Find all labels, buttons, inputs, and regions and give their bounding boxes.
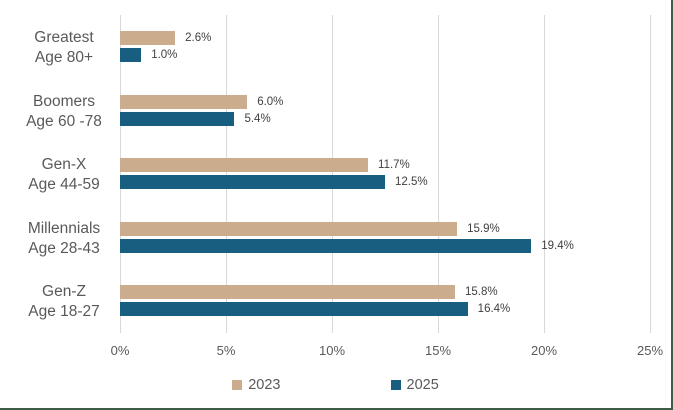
gridline [650,15,651,333]
category-label: Millennials Age 28-43 [27,219,101,257]
x-axis-tick-label: 10% [318,343,346,358]
bar-value-label: 1.0% [151,49,178,61]
gridline [226,15,227,333]
legend: 2023 2025 [0,377,671,393]
bar-2023 [120,158,369,173]
category-label: Greatest Age 80+ [34,29,94,66]
bar-group: 2.6% 1.0% [120,15,650,79]
gridline [120,15,121,333]
bar-group: 15.8% 16.4% [120,269,650,333]
legend-item-2025: 2025 [390,377,439,393]
bar-group: 15.9% 19.4% [120,206,650,270]
bar-value-label: 12.5% [395,176,428,189]
bar-2023 [120,31,176,45]
bar-2023 [120,285,455,300]
bar-value-label: 15.9% [467,222,500,235]
bar-2025 [120,48,142,62]
legend-label: 2025 [406,377,439,393]
x-axis-tick-label: 25% [636,343,664,358]
bar-2025 [120,302,468,317]
gridline [544,15,545,333]
category-label: Boomers Age 60 -78 [26,92,102,130]
bar-group: 6.0% 5.4% [120,79,650,143]
bar-2025 [120,111,235,126]
legend-swatch-icon [232,380,243,390]
category-label: Gen-X Age 44-59 [28,156,100,194]
plot-area: 2.6% 1.0% 6.0% 5.4% 11.7% 12.5% 15.9% 19.4% 15.8… [120,15,651,333]
bar-value-label: 2.6% [185,32,212,44]
category-label: Gen-Z Age 18-27 [28,283,100,321]
bar-2023 [120,94,248,109]
bar-value-label: 15.8% [464,286,498,299]
x-axis-tick-label: 20% [530,343,558,358]
bar-2025 [120,175,385,190]
x-axis-tick-label: 0% [110,343,130,358]
legend-item-2023: 2023 [232,377,281,393]
bar-group: 11.7% 12.5% [120,142,650,206]
bar-value-label: 19.4% [541,239,574,252]
legend-swatch-icon [390,380,401,390]
bar-value-label: 16.4% [477,303,511,316]
gridline [332,15,333,333]
bar-2023 [120,221,458,236]
gridline [438,15,439,333]
legend-label: 2023 [248,377,281,393]
bar-value-label: 5.4% [244,112,271,125]
bar-value-label: 11.7% [378,159,410,172]
bar-2025 [120,238,532,253]
x-axis-tick-label: 15% [424,343,452,358]
bar-value-label: 6.0% [257,95,284,108]
x-axis-tick-label: 5% [216,343,236,358]
